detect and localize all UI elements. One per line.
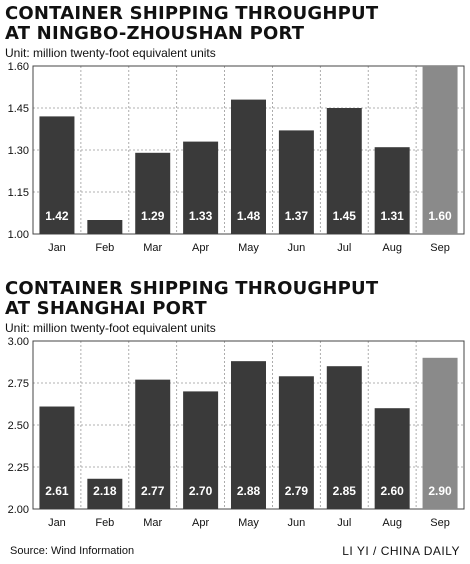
- bar: [278, 130, 314, 234]
- bar-value-label: 2.79: [285, 484, 309, 498]
- bar: [87, 478, 123, 509]
- bar-value-label: 1.29: [141, 209, 165, 223]
- bar: [326, 366, 362, 509]
- x-category-label: Apr: [192, 242, 209, 254]
- y-tick-label: 1.60: [8, 62, 29, 73]
- bar-value-label: 2.90: [428, 484, 452, 498]
- x-category-label: Sep: [430, 242, 450, 254]
- bar: [374, 147, 410, 234]
- bar: [39, 116, 75, 234]
- x-category-label: Jul: [337, 517, 351, 529]
- bar: [231, 99, 266, 234]
- bar: [326, 108, 362, 234]
- bar: [183, 141, 219, 234]
- y-tick-label: 1.30: [8, 145, 29, 157]
- x-category-label: Jun: [288, 517, 306, 529]
- bar: [135, 379, 171, 509]
- bar: [231, 361, 266, 509]
- bar-value-label: 1.37: [285, 209, 309, 223]
- chart2-unit-label: Unit: million twenty-foot equivalent uni…: [5, 321, 216, 335]
- credit-note: LI YI / CHINA DAILY: [342, 544, 460, 558]
- x-category-label: Mar: [143, 517, 162, 529]
- x-category-label: Sep: [430, 517, 450, 529]
- source-note: Source: Wind Information: [10, 545, 135, 557]
- chart1-title-line1: CONTAINER SHIPPING THROUGHPUT: [5, 3, 379, 24]
- bar-value-label: 2.61: [45, 484, 69, 498]
- y-tick-label: 1.15: [8, 187, 29, 199]
- x-category-label: Aug: [382, 242, 402, 254]
- x-category-label: Feb: [95, 242, 114, 254]
- bar-value-label: 2.60: [380, 484, 404, 498]
- bar: [374, 408, 410, 509]
- y-tick-label: 2.50: [8, 420, 29, 432]
- bar-value-label: 1.05: [93, 209, 117, 223]
- bar-value-label: 1.60: [428, 209, 452, 223]
- x-category-label: Jul: [337, 242, 351, 254]
- x-category-label: Mar: [143, 242, 162, 254]
- y-tick-label: 2.25: [8, 462, 29, 474]
- y-tick-label: 2.00: [8, 504, 29, 516]
- x-category-label: Aug: [382, 517, 402, 529]
- chart1-ningbo-zhoushan: 1.00 1.15 1.30 1.45 1.60 1.42 Jan 1.05 Feb 1.29 Ma…: [8, 62, 465, 254]
- bar-value-label: 2.18: [93, 484, 117, 498]
- y-tick-label: 1.00: [8, 229, 29, 241]
- bar-value-label: 2.88: [237, 484, 261, 498]
- y-tick-label: 1.45: [8, 103, 29, 115]
- x-category-label: May: [238, 517, 259, 529]
- chart1-title-line2: AT NINGBO-ZHOUSHAN PORT: [5, 23, 305, 44]
- x-category-label: Apr: [192, 517, 209, 529]
- bar: [278, 376, 314, 509]
- chart2-shanghai: 2.00 2.25 2.50 2.75 3.00 2.61 Jan 2.18 Feb 2.77 Ma…: [8, 337, 465, 529]
- bar: [39, 406, 75, 509]
- bar: [422, 357, 458, 509]
- bar-value-label: 2.70: [189, 484, 213, 498]
- y-tick-label: 3.00: [8, 337, 29, 348]
- bar-value-label: 2.77: [141, 484, 165, 498]
- chart2-title-line2: AT SHANGHAI PORT: [5, 298, 207, 319]
- y-tick-label: 2.75: [8, 378, 29, 390]
- x-category-label: Jun: [288, 242, 306, 254]
- bar-value-label: 2.85: [333, 484, 357, 498]
- chart2-title-line1: CONTAINER SHIPPING THROUGHPUT: [5, 278, 379, 299]
- bar-value-label: 1.45: [333, 209, 357, 223]
- bar: [87, 220, 123, 234]
- bar-value-label: 1.42: [45, 209, 69, 223]
- x-category-label: May: [238, 242, 259, 254]
- bar-value-label: 1.48: [237, 209, 261, 223]
- bar: [422, 66, 458, 234]
- x-category-label: Jan: [48, 517, 66, 529]
- bar-value-label: 1.33: [189, 209, 213, 223]
- x-category-label: Feb: [95, 517, 114, 529]
- bar-value-label: 1.31: [380, 209, 404, 223]
- chart1-unit-label: Unit: million twenty-foot equivalent uni…: [5, 46, 216, 60]
- x-category-label: Jan: [48, 242, 66, 254]
- bar: [183, 391, 219, 509]
- bar: [135, 152, 171, 234]
